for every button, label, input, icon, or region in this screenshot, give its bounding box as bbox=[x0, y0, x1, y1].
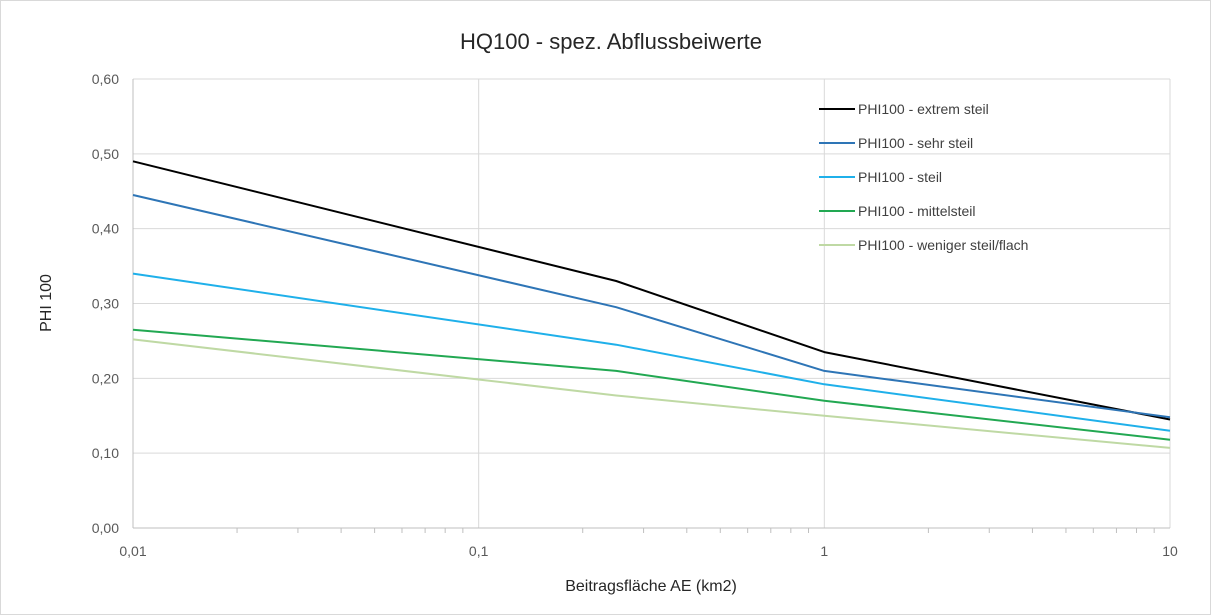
x-tick-label: 10 bbox=[1162, 543, 1178, 559]
y-tick-label: 0,60 bbox=[92, 71, 119, 87]
series-line-5 bbox=[132, 338, 1171, 449]
y-tick-label: 0,00 bbox=[92, 520, 119, 536]
series-line-1 bbox=[132, 160, 1171, 421]
x-axis-label: Beitragsfläche AE (km2) bbox=[565, 578, 737, 595]
y-tick-label: 0,20 bbox=[92, 370, 119, 386]
x-tick-label: 0,01 bbox=[119, 543, 146, 559]
y-tick-label: 0,30 bbox=[92, 296, 119, 312]
chart-title: HQ100 - spez. Abflussbeiwerte bbox=[460, 29, 762, 54]
y-tick-label: 0,10 bbox=[92, 445, 119, 461]
y-tick-label: 0,50 bbox=[92, 146, 119, 162]
y-axis-label: PHI 100 bbox=[38, 274, 55, 332]
series-line-4 bbox=[132, 328, 1171, 441]
y-tick-label: 0,40 bbox=[92, 221, 119, 237]
series-line-2 bbox=[132, 194, 1171, 419]
x-tick-label: 1 bbox=[820, 543, 828, 559]
legend-label-4: PHI100 - mittelsteil bbox=[858, 203, 975, 219]
legend-label-2: PHI100 - sehr steil bbox=[858, 135, 973, 151]
legend-label-5: PHI100 - weniger steil/flach bbox=[858, 237, 1028, 253]
axes: 0,00 0,10 0,20 0,30 0,40 0,50 0,60 0,01 0,1 1 10 bbox=[92, 71, 1178, 559]
legend-label-1: PHI100 - extrem steil bbox=[858, 101, 989, 117]
x-tick-label: 0,1 bbox=[469, 543, 489, 559]
series-line-3 bbox=[132, 272, 1171, 432]
legend: PHI100 - extrem steil PHI100 - sehr steil… bbox=[819, 101, 1028, 253]
legend-label-3: PHI100 - steil bbox=[858, 169, 942, 185]
grid bbox=[133, 78, 1171, 528]
series-lines bbox=[132, 160, 1171, 449]
